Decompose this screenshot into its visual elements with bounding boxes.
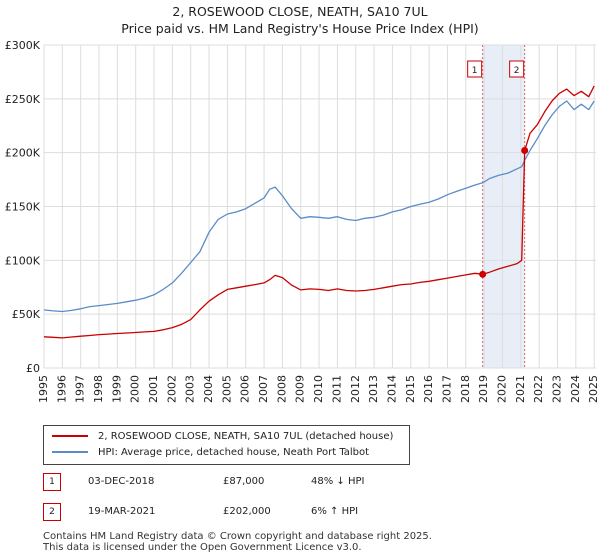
x-tick-label: 2025 (587, 375, 600, 403)
x-tick-label: 2012 (349, 375, 362, 403)
x-tick-label: 2004 (202, 375, 215, 403)
sale-label-box (509, 60, 525, 78)
x-tick-label: 2014 (385, 375, 398, 403)
x-tick-label: 1998 (92, 375, 105, 403)
transaction-hpi-delta: 48% ↓ HPI (311, 476, 365, 487)
chart-subtitle: Price paid vs. HM Land Registry's House … (121, 21, 479, 36)
property-price-line (43, 85, 595, 339)
x-tick-label: 2002 (165, 375, 178, 403)
x-tick-label: 2021 (514, 375, 527, 403)
x-tick-label: 2000 (129, 375, 142, 403)
x-tick-label: 2016 (422, 375, 435, 403)
y-tick-label: £50K (12, 308, 41, 321)
x-tick-label: 2020 (495, 375, 508, 403)
x-tick-label: 2001 (147, 375, 160, 403)
sale-point (479, 270, 487, 278)
price-chart: £0 £50K £100K £150K £200K £250K £300K 1995 1996 1… (5, 39, 600, 403)
legend-item-property: 2, ROSEWOOD CLOSE, NEATH, SA10 7UL (deta… (52, 429, 393, 445)
legend-swatch-hpi (52, 451, 88, 453)
x-tick-label: 2007 (257, 375, 270, 403)
sale-label-number: 1 (472, 66, 478, 76)
x-tick-label: 2011 (330, 375, 343, 403)
x-tick-label: 1997 (74, 375, 87, 403)
x-tick-label: 2006 (239, 375, 252, 403)
chart-title: 2, ROSEWOOD CLOSE, NEATH, SA10 7UL (172, 4, 428, 19)
x-tick-label: 2005 (220, 375, 233, 403)
hpi-line (43, 100, 595, 313)
transaction-price: £87,000 (223, 476, 265, 487)
x-tick-label: 2009 (294, 375, 307, 403)
y-tick-label: £200K (5, 147, 41, 160)
transaction-number-badge: 1 (43, 473, 61, 491)
y-tick-label: £0 (26, 362, 40, 375)
sale-label-number: 2 (514, 66, 520, 76)
legend-label-hpi: HPI: Average price, detached house, Neat… (98, 447, 370, 458)
footer-attribution: Contains HM Land Registry data © Crown c… (43, 531, 432, 553)
x-tick-label: 2015 (404, 375, 417, 403)
sale-label-box (467, 60, 483, 78)
transaction-date: 19-MAR-2021 (88, 506, 156, 517)
x-tick-label: 1996 (55, 375, 68, 403)
y-tick-label: £150K (5, 201, 41, 214)
transaction-date: 03-DEC-2018 (88, 476, 155, 487)
x-tick-label: 2022 (532, 375, 545, 403)
transaction-hpi-delta: 6% ↑ HPI (311, 506, 359, 517)
legend-swatch-property (52, 435, 88, 437)
legend-label-property: 2, ROSEWOOD CLOSE, NEATH, SA10 7UL (deta… (98, 431, 394, 442)
x-tick-label: 1995 (37, 375, 50, 403)
x-tick-label: 2019 (477, 375, 490, 403)
footer-line-copyright: Contains HM Land Registry data © Crown c… (43, 531, 432, 542)
x-tick-label: 2010 (312, 375, 325, 403)
y-tick-label: £100K (5, 254, 41, 267)
x-tick-label: 2024 (569, 375, 582, 403)
legend-item-hpi: HPI: Average price, detached house, Neat… (52, 445, 369, 461)
x-tick-label: 2023 (550, 375, 563, 403)
chart-legend: 2, ROSEWOOD CLOSE, NEATH, SA10 7UL (deta… (43, 425, 410, 465)
transaction-number-badge: 2 (43, 503, 61, 521)
y-tick-label: £250K (5, 93, 41, 106)
transaction-price: £202,000 (223, 506, 271, 517)
x-tick-label: 2018 (459, 375, 472, 403)
x-tick-label: 2013 (367, 375, 380, 403)
footer-line-licence: This data is licensed under the Open Gov… (43, 542, 362, 553)
x-tick-label: 2003 (184, 375, 197, 403)
x-tick-label: 1999 (110, 375, 123, 403)
x-tick-label: 2017 (440, 375, 453, 403)
y-tick-label: £300K (5, 39, 41, 52)
x-tick-label: 2008 (275, 375, 288, 403)
sale-point (521, 147, 529, 155)
